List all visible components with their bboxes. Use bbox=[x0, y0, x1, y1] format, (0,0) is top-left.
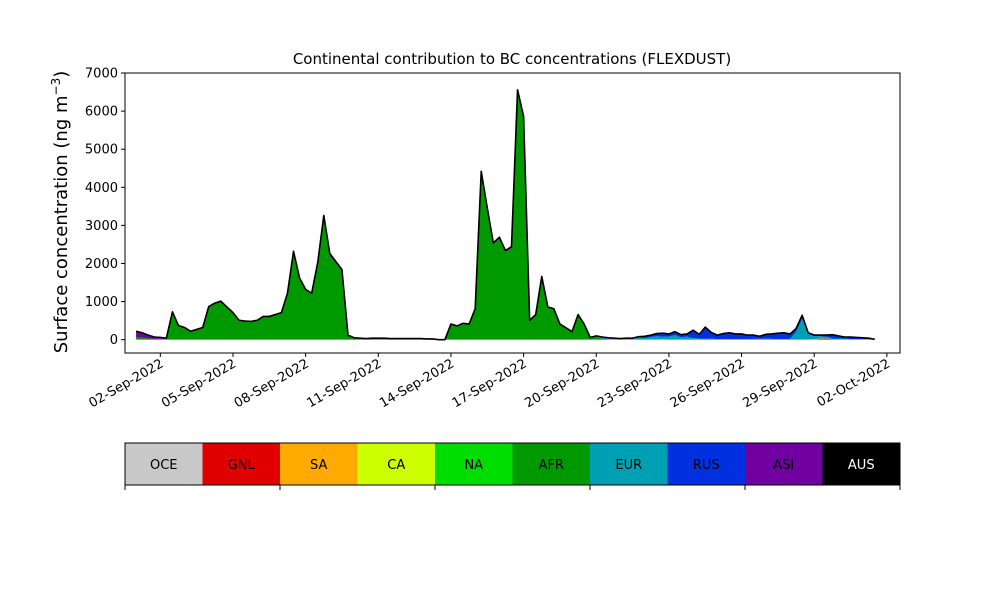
legend-swatch-afr bbox=[512, 443, 590, 485]
x-tick-label: 29-Sep-2022 bbox=[740, 356, 820, 411]
legend-label-aus: AUS bbox=[848, 458, 875, 473]
y-tick-label: 2000 bbox=[85, 257, 118, 272]
legend-swatch-eur bbox=[590, 443, 668, 485]
legend-label-asi: ASI bbox=[773, 458, 794, 473]
legend-swatch-sa bbox=[280, 443, 358, 485]
legend-label-eur: EUR bbox=[615, 458, 642, 473]
x-tick-label: 02-Sep-2022 bbox=[86, 356, 166, 411]
legend-label-oce: OCE bbox=[150, 458, 178, 473]
x-tick-label: 17-Sep-2022 bbox=[450, 356, 530, 411]
legend-label-afr: AFR bbox=[539, 458, 564, 473]
legend-label-ca: CA bbox=[387, 458, 405, 473]
chart-title: Continental contribution to BC concentra… bbox=[293, 50, 731, 68]
y-tick-label: 4000 bbox=[85, 181, 118, 196]
total-line bbox=[135, 88, 875, 341]
plot-frame bbox=[124, 72, 901, 354]
legend-colorbar: OCE GNL SA CA NA AFR EUR RUS ASI AUS bbox=[124, 442, 901, 490]
series-layer bbox=[135, 88, 875, 341]
x-tick-label: 20-Sep-2022 bbox=[522, 356, 602, 411]
y-axis: 0 1000 2000 3000 4000 5000 6000 7000 bbox=[85, 67, 125, 348]
y-tick-label: 5000 bbox=[85, 143, 118, 158]
x-tick-label: 05-Sep-2022 bbox=[159, 356, 239, 411]
y-axis-label-close: ) bbox=[51, 71, 72, 78]
y-tick-label: 1000 bbox=[85, 295, 118, 310]
legend-swatch-ca bbox=[357, 443, 435, 485]
y-tick-label: 6000 bbox=[85, 105, 118, 120]
legend-swatch-oce bbox=[125, 443, 203, 485]
x-tick-label: 14-Sep-2022 bbox=[377, 356, 457, 411]
y-tick-label: 7000 bbox=[85, 67, 118, 82]
x-tick-label: 08-Sep-2022 bbox=[232, 356, 312, 411]
y-axis-label-exponent: −3 bbox=[49, 78, 63, 96]
legend-label-sa: SA bbox=[310, 458, 327, 473]
legend-frame bbox=[124, 442, 901, 486]
y-axis-label: Surface concentration (ng m−3) bbox=[49, 71, 72, 354]
y-tick-label: 0 bbox=[110, 333, 118, 348]
legend-swatch-rus bbox=[667, 443, 745, 485]
x-tick-label: 26-Sep-2022 bbox=[668, 356, 748, 411]
y-axis-label-main: Surface concentration (ng m bbox=[51, 95, 72, 353]
legend-swatch-asi bbox=[745, 443, 823, 485]
legend-label-na: NA bbox=[464, 458, 483, 473]
x-axis: 02-Sep-202205-Sep-202208-Sep-202211-Sep-… bbox=[86, 353, 893, 411]
x-tick-label: 11-Sep-2022 bbox=[304, 356, 384, 411]
x-tick-label: 23-Sep-2022 bbox=[595, 356, 675, 411]
legend-swatch-na bbox=[435, 443, 513, 485]
legend-swatch-gnl bbox=[202, 443, 280, 485]
legend-label-rus: RUS bbox=[693, 458, 720, 473]
series-area-afr bbox=[136, 92, 875, 340]
legend-label-gnl: GNL bbox=[228, 458, 256, 473]
y-tick-label: 3000 bbox=[85, 219, 118, 234]
x-tick-label: 02-Oct-2022 bbox=[814, 356, 892, 410]
legend-swatch-aus bbox=[822, 443, 900, 485]
